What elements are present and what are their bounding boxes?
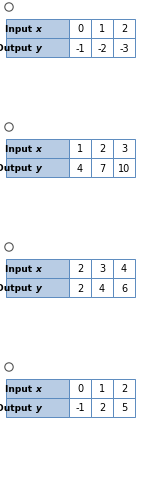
Bar <box>91 159 113 178</box>
Bar <box>69 379 91 398</box>
Circle shape <box>5 123 13 132</box>
Bar <box>6 140 69 159</box>
Text: x: x <box>36 25 41 34</box>
Text: 6: 6 <box>121 283 127 293</box>
Bar <box>69 159 91 178</box>
Text: 2: 2 <box>121 25 127 34</box>
Bar <box>91 379 113 398</box>
Bar <box>69 140 91 159</box>
Text: Output: Output <box>0 284 36 292</box>
Text: 0: 0 <box>77 25 83 34</box>
Text: 4: 4 <box>121 264 127 274</box>
Text: 10: 10 <box>118 163 130 173</box>
Text: 2: 2 <box>121 384 127 393</box>
Bar <box>91 20 113 39</box>
Bar <box>6 398 69 417</box>
Text: Output: Output <box>0 44 36 53</box>
Text: 5: 5 <box>121 403 127 413</box>
Bar <box>91 140 113 159</box>
Text: x: x <box>36 384 41 393</box>
Bar <box>91 398 113 417</box>
Text: 1: 1 <box>99 384 105 393</box>
Text: 2: 2 <box>77 283 83 293</box>
Text: y: y <box>36 284 41 292</box>
Bar <box>69 20 91 39</box>
Bar <box>6 259 69 278</box>
Bar <box>6 39 69 58</box>
Text: 2: 2 <box>77 264 83 274</box>
Circle shape <box>5 4 13 12</box>
Text: 2: 2 <box>99 144 105 154</box>
Text: Input: Input <box>5 145 36 154</box>
Text: x: x <box>36 145 41 154</box>
Bar <box>6 20 69 39</box>
Bar <box>113 159 135 178</box>
Text: y: y <box>36 403 41 412</box>
Text: 4: 4 <box>77 163 83 173</box>
Bar <box>113 259 135 278</box>
Bar <box>113 140 135 159</box>
Text: x: x <box>36 264 41 273</box>
Text: 2: 2 <box>99 403 105 413</box>
Bar <box>69 398 91 417</box>
Bar <box>91 259 113 278</box>
Bar <box>113 20 135 39</box>
Text: 1: 1 <box>77 144 83 154</box>
Text: Input: Input <box>5 25 36 34</box>
Bar <box>69 278 91 297</box>
Text: 3: 3 <box>121 144 127 154</box>
Text: 1: 1 <box>99 25 105 34</box>
Text: 7: 7 <box>99 163 105 173</box>
Text: -1: -1 <box>75 403 85 413</box>
Bar <box>6 278 69 297</box>
Bar <box>69 259 91 278</box>
Bar <box>6 159 69 178</box>
Bar <box>69 39 91 58</box>
Text: 4: 4 <box>99 283 105 293</box>
Text: Input: Input <box>5 384 36 393</box>
Text: y: y <box>36 164 41 173</box>
Text: Output: Output <box>0 164 36 173</box>
Text: -2: -2 <box>97 44 107 53</box>
Circle shape <box>5 363 13 371</box>
Text: 3: 3 <box>99 264 105 274</box>
Text: Output: Output <box>0 403 36 412</box>
Bar <box>91 278 113 297</box>
Text: Input: Input <box>5 264 36 273</box>
Bar <box>91 39 113 58</box>
Bar <box>113 39 135 58</box>
Bar <box>6 379 69 398</box>
Bar <box>113 278 135 297</box>
Bar <box>113 398 135 417</box>
Text: -3: -3 <box>119 44 129 53</box>
Circle shape <box>5 243 13 252</box>
Text: 0: 0 <box>77 384 83 393</box>
Text: y: y <box>36 44 41 53</box>
Bar <box>113 379 135 398</box>
Text: -1: -1 <box>75 44 85 53</box>
